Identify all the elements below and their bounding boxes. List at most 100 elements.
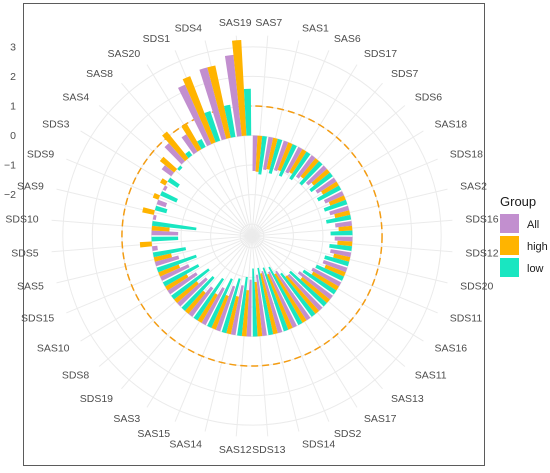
bar-all-sas4 <box>161 165 175 177</box>
bar-high-sds7 <box>300 158 320 179</box>
bar-high-sds16 <box>338 225 353 232</box>
bar-all-sds13 <box>255 274 267 336</box>
bar-high-sds6 <box>311 168 330 186</box>
bar-low-sds3 <box>167 177 180 188</box>
category-label: SDS16 <box>465 214 498 226</box>
bar-low-sds18 <box>323 199 348 212</box>
bar-low-sds15 <box>156 254 197 273</box>
bar-low-sas19 <box>243 88 252 136</box>
bar-high-sas11 <box>300 277 330 304</box>
bar-high-sas5 <box>153 253 172 262</box>
bar-low-sas14 <box>221 278 241 334</box>
bar-all-sds17 <box>285 146 303 174</box>
bar-low-sas15 <box>207 278 233 328</box>
bar-high-sds1 <box>182 76 216 145</box>
bar-low-sas7 <box>258 136 267 175</box>
bar-low-sas11 <box>289 270 327 307</box>
bar-all-sas8 <box>164 143 185 165</box>
bar-low-sds12 <box>329 243 352 251</box>
bar-all-sas9 <box>152 214 157 220</box>
bar-all-sas10 <box>167 272 198 295</box>
bar-all-sas2 <box>329 205 350 216</box>
bar-low-sas16 <box>302 269 337 295</box>
category-label: SDS8 <box>62 369 90 381</box>
category-label: SAS17 <box>364 413 397 425</box>
bar-all-sds14 <box>261 270 283 334</box>
category-label: SAS8 <box>86 68 113 80</box>
category-label: SDS10 <box>5 214 38 226</box>
category-label: SAS15 <box>137 428 170 440</box>
bar-low-sas6 <box>278 144 297 177</box>
category-label: SAS11 <box>415 369 447 381</box>
grid-circle <box>210 194 294 278</box>
bar-all-sds20 <box>330 249 352 258</box>
bar-high-sds8 <box>174 281 199 304</box>
bar-all-sas3 <box>201 287 225 326</box>
bar-all-sas12 <box>246 279 252 337</box>
bar-all-sds4 <box>199 67 227 141</box>
bar-all-sas19 <box>224 54 242 137</box>
category-label: SDS14 <box>302 439 335 451</box>
grid-circle <box>91 75 413 397</box>
bar-all-sas17 <box>275 270 311 321</box>
reference-circle <box>121 105 383 367</box>
bar-high-sds5 <box>139 241 153 248</box>
bar-high-sas15 <box>211 294 229 330</box>
legend-swatch-low <box>500 258 519 277</box>
category-label: SAS1 <box>302 22 329 34</box>
bar-low-sds5 <box>151 236 179 242</box>
legend-swatch-all <box>500 214 519 233</box>
category-label: SAS7 <box>255 17 282 29</box>
bar-high-sas9 <box>142 207 155 215</box>
bar-low-sds6 <box>309 172 333 193</box>
bar-low-sds2 <box>262 267 289 332</box>
bar-high-sas4 <box>159 156 178 173</box>
bar-high-sds20 <box>333 253 351 262</box>
bar-all-sas20 <box>181 134 198 155</box>
category-label: SAS12 <box>219 444 252 456</box>
bar-high-sds2 <box>266 273 293 330</box>
bar-high-sas1 <box>266 137 278 170</box>
bar-high-sas7 <box>255 135 263 172</box>
bar-low-sas3 <box>193 277 225 321</box>
category-label: SDS2 <box>334 428 362 440</box>
bar-all-sds18 <box>323 191 344 204</box>
bar-all-sds1 <box>178 84 212 147</box>
bar-high-sds10 <box>151 225 170 232</box>
bar-low-sds10 <box>152 221 197 231</box>
category-label: SAS10 <box>37 342 70 354</box>
category-label: SAS20 <box>107 48 140 60</box>
bar-high-sds12 <box>337 240 353 247</box>
bar-all-sas5 <box>154 255 180 267</box>
bar-low-sas10 <box>162 264 200 287</box>
bar-low-sds13 <box>252 268 258 337</box>
y-tick-label: 2 <box>10 71 16 83</box>
y-tick-label: 1 <box>10 100 16 112</box>
category-label: SAS19 <box>219 17 252 29</box>
bar-low-sas20 <box>197 138 206 150</box>
bar-high-sas16 <box>311 271 339 291</box>
bar-all-sds8 <box>177 277 208 307</box>
category-label: SDS20 <box>460 280 493 292</box>
category-label: SAS16 <box>434 342 467 354</box>
bar-high-sds15 <box>158 264 181 277</box>
bar-all-sds6 <box>305 165 327 186</box>
bar-high-sas20 <box>181 123 202 152</box>
bar-high-sas3 <box>197 293 218 323</box>
bar-all-sas6 <box>273 140 289 172</box>
category-label: SDS7 <box>391 68 419 80</box>
category-label: SAS9 <box>17 181 44 193</box>
reference-circle-line <box>121 105 383 367</box>
legend-label-low: low <box>527 263 544 275</box>
grid-circle <box>151 135 353 337</box>
y-axis-ticks: 3 2 1 0 −1 −2 <box>4 41 16 201</box>
category-label: SAS2 <box>460 181 487 193</box>
bar-all-sas15 <box>215 285 236 332</box>
bar-low-sas8 <box>185 150 193 159</box>
category-label: SDS13 <box>252 444 285 456</box>
bar-all-sas18 <box>315 177 337 194</box>
bar-low-sds16 <box>330 230 353 236</box>
legend-swatch-high <box>500 236 519 255</box>
